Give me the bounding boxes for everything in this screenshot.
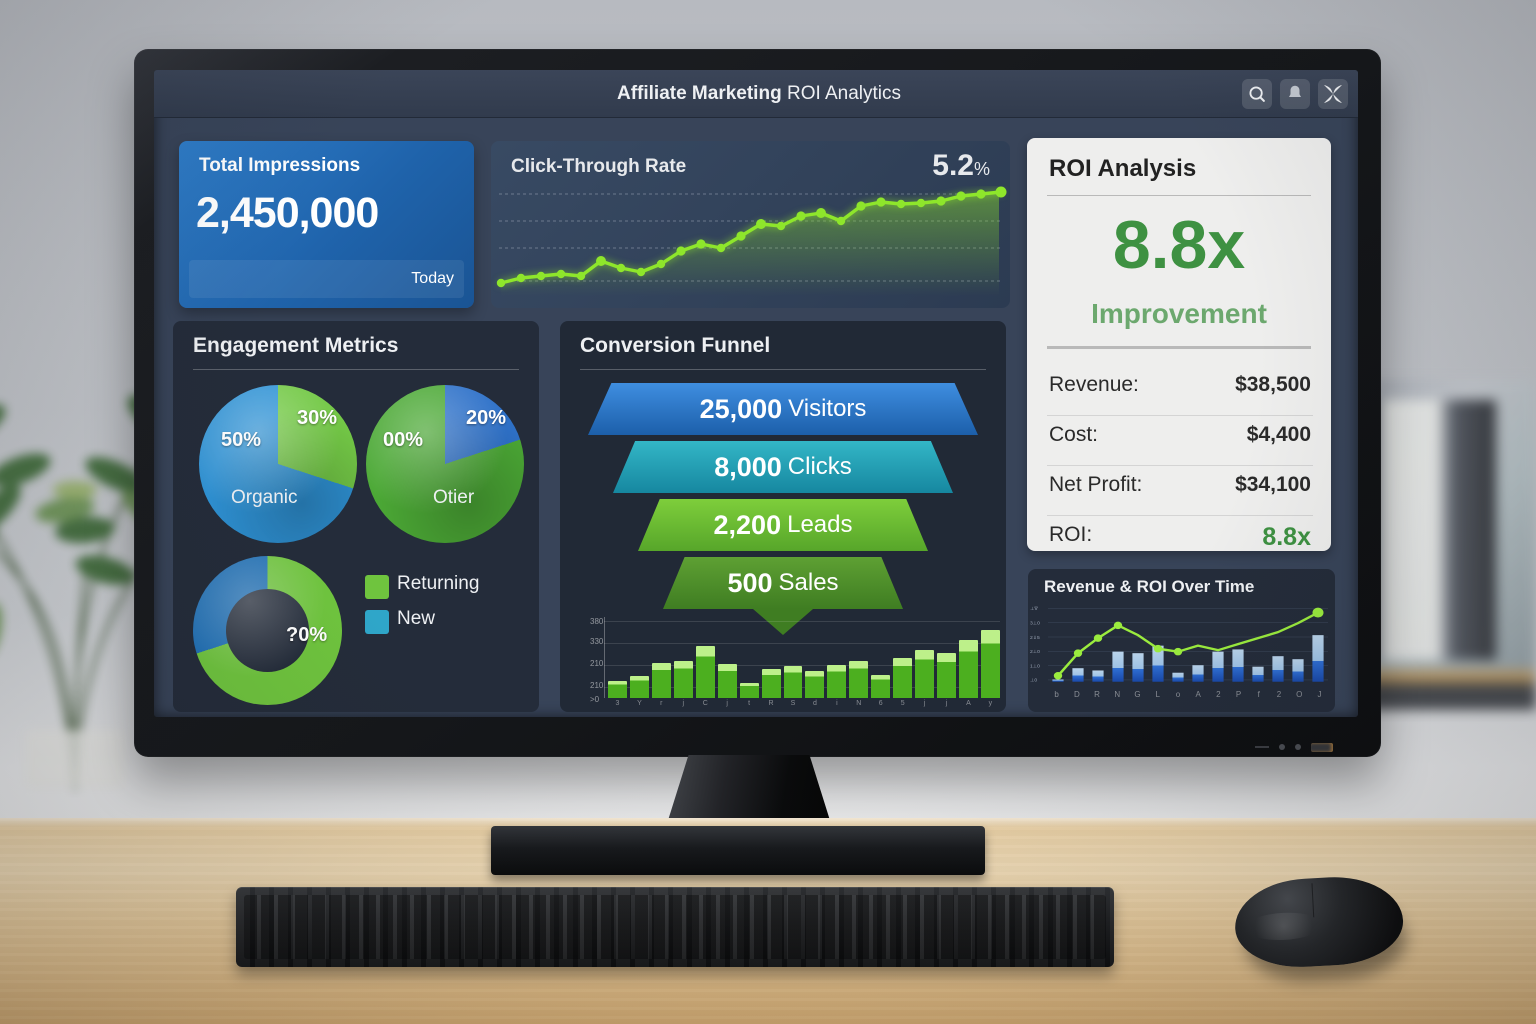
svg-text:3⊥0: 3⊥0 bbox=[1030, 621, 1040, 627]
svg-text:2⇓5: 2⇓5 bbox=[1030, 635, 1040, 641]
svg-text:⊥∇: ⊥∇ bbox=[1030, 606, 1039, 612]
svg-text:1⊥0: 1⊥0 bbox=[1030, 664, 1040, 670]
svg-text:⊥0: ⊥0 bbox=[1030, 678, 1038, 684]
svg-text:2⊥0: 2⊥0 bbox=[1030, 649, 1040, 655]
